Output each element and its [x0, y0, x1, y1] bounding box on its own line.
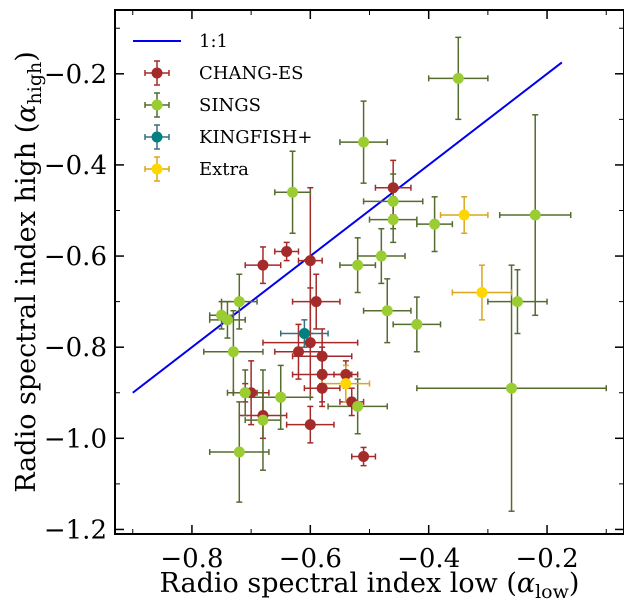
legend-entry-chang-es: CHANG-ES: [144, 60, 303, 86]
point-sings: [387, 214, 399, 226]
legend-entry-kingfish: KINGFISH+: [144, 124, 312, 150]
point-chang-es: [340, 369, 352, 381]
legend-marker: [151, 163, 163, 175]
point-sings: [452, 72, 464, 84]
point-kingfish: [298, 328, 310, 340]
errorbar-layer: [203, 36, 607, 512]
point-sings: [227, 346, 239, 358]
point-sings: [221, 314, 233, 326]
legend-label-extra: Extra: [199, 159, 249, 180]
point-sings: [375, 250, 387, 262]
point-sings: [529, 209, 541, 221]
point-sings: [287, 186, 299, 198]
y-axis-label: Radio spectral index high (αhigh): [11, 51, 46, 493]
point-chang-es: [304, 255, 316, 267]
point-chang-es: [316, 382, 328, 394]
legend-label-kingfish: KINGFISH+: [199, 127, 312, 148]
y-tick-label: −1.0: [44, 424, 107, 454]
point-chang-es: [292, 346, 304, 358]
point-chang-es: [304, 337, 316, 349]
y-tick-label: −0.6: [44, 242, 107, 272]
point-chang-es: [304, 419, 316, 431]
point-sings: [352, 259, 364, 271]
x-tick-label: −0.6: [279, 544, 342, 574]
legend-marker: [151, 131, 163, 143]
legend-label-1to1: 1:1: [199, 31, 228, 52]
point-sings: [352, 400, 364, 412]
plot-frame: [114, 9, 624, 535]
tick-layer: −0.8 −0.6 −0.4 −0.2 −1.2 −1.0 −0.8 −0.6 −0.4 −0.2: [44, 10, 624, 574]
point-chang-es: [257, 259, 269, 271]
y-tick-label: −0.2: [44, 60, 107, 90]
y-tick-label: −0.4: [44, 151, 107, 181]
point-chang-es: [387, 182, 399, 194]
x-tick-label: −0.2: [515, 544, 578, 574]
point-sings: [387, 195, 399, 207]
point-extra: [340, 378, 352, 390]
y-tick-label: −0.8: [44, 333, 107, 363]
legend-entry-sings: SINGS: [144, 92, 261, 118]
legend-marker: [151, 99, 163, 111]
points-layer: [216, 72, 541, 463]
reference-line-layer: [132, 61, 563, 394]
point-extra: [458, 209, 470, 221]
legend-marker: [151, 67, 163, 79]
point-chang-es: [316, 369, 328, 381]
y-tick-label: −1.2: [44, 515, 107, 545]
legend: 1:1 CHANG-ES SINGS KINGFISH+ Extra: [133, 31, 312, 182]
point-sings: [275, 391, 287, 403]
point-sings: [411, 318, 423, 330]
legend-entry-extra: Extra: [144, 156, 249, 182]
point-sings: [257, 414, 269, 426]
reference-line-1to1: [132, 61, 563, 394]
point-sings: [511, 296, 523, 308]
point-sings: [506, 382, 518, 394]
x-axis-label: Radio spectral index low (αlow): [160, 568, 580, 603]
point-chang-es: [316, 350, 328, 362]
point-sings: [233, 446, 245, 458]
legend-label-chang-es: CHANG-ES: [199, 63, 303, 84]
x-tick-label: −0.8: [160, 544, 223, 574]
point-sings: [233, 296, 245, 308]
point-sings: [358, 136, 370, 148]
x-tick-label: −0.4: [397, 544, 460, 574]
point-chang-es: [358, 451, 370, 463]
point-chang-es: [310, 296, 322, 308]
point-chang-es: [281, 245, 293, 257]
point-extra: [476, 287, 488, 299]
legend-label-sings: SINGS: [199, 95, 261, 116]
point-sings: [429, 218, 441, 230]
point-sings: [239, 387, 251, 399]
point-sings: [381, 305, 393, 317]
